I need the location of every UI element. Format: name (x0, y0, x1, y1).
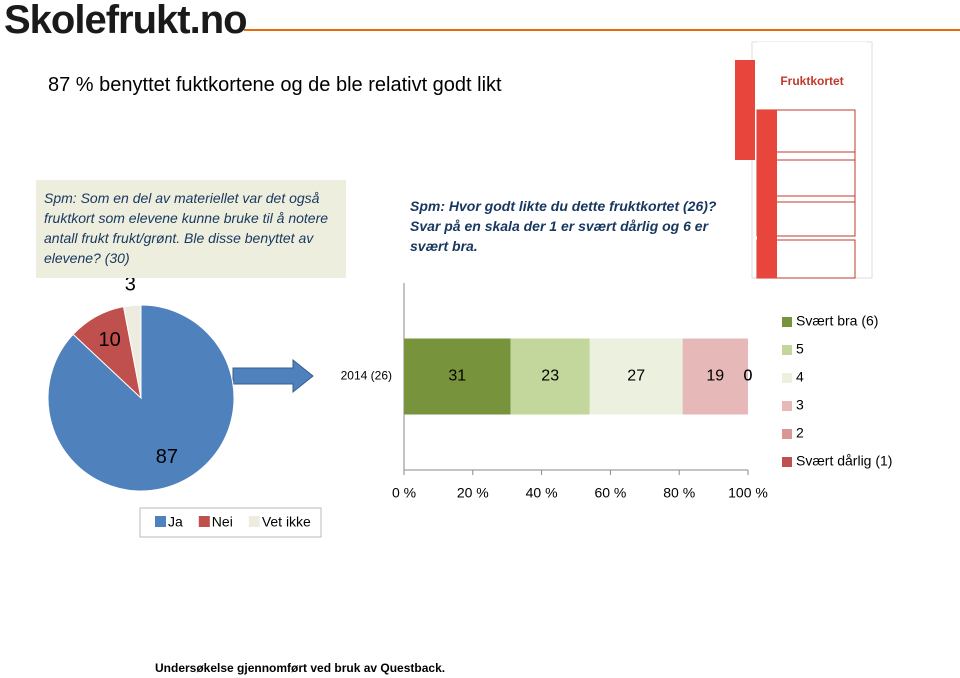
legend-swatch (198, 516, 210, 527)
legend-label: 4 (796, 369, 804, 385)
x-tick-label: 40 % (526, 485, 558, 501)
legend-label: Vet ikke (262, 514, 311, 530)
legend-label: Nei (212, 514, 233, 530)
legend-swatch (782, 401, 792, 411)
segment-label: 0 (744, 368, 753, 385)
legend-label: Svært bra (6) (796, 313, 878, 329)
x-tick-label: 0 % (392, 485, 416, 501)
segment-label: 0 (744, 368, 753, 385)
x-tick-label: 20 % (457, 485, 489, 501)
svg-text:Fruktkortet: Fruktkortet (780, 74, 843, 88)
segment-label: 19 (706, 368, 724, 385)
logo: Skolefrukt.no (4, 0, 248, 42)
legend-label: 2 (796, 425, 804, 441)
legend-swatch (782, 457, 792, 467)
pie-legend-box (139, 507, 322, 538)
bar-question: Spm: Hvor godt likte du dette fruktkorte… (410, 198, 717, 254)
legend-swatch (155, 516, 166, 527)
legend-swatch (782, 373, 792, 383)
legend-swatch (782, 317, 792, 327)
pie-question: Spm: Som en del av materiellet var det o… (36, 180, 346, 278)
legend-swatch (782, 345, 792, 355)
x-tick-label: 60 % (594, 485, 626, 501)
slice-label: 10 (99, 329, 121, 351)
bar-segment (682, 338, 748, 415)
legend-label: 3 (796, 397, 804, 413)
legend-label: Svært dårlig (1) (796, 453, 892, 469)
x-tick-label: 100 % (728, 485, 768, 501)
bar-segment (404, 338, 511, 415)
legend-swatch (782, 429, 792, 439)
pie-slice (122, 304, 142, 399)
category-label: 2014 (26) (341, 369, 392, 383)
footer: Undersøkelse gjennomført ved bruk av Que… (155, 661, 446, 675)
bar-segment (510, 338, 590, 415)
bar-segment (589, 338, 683, 415)
legend-label: 5 (796, 341, 804, 357)
arrow (232, 358, 314, 394)
slice-label: 3 (125, 273, 136, 295)
legend-swatch (248, 516, 260, 527)
x-tick-label: 80 % (663, 485, 695, 501)
fruit-card-image: Fruktkortet (735, 41, 873, 279)
segment-label: 27 (627, 368, 645, 385)
slice-label: 87 (156, 446, 178, 468)
legend-label: Ja (168, 514, 183, 530)
segment-label: 31 (448, 368, 466, 385)
slide-title: 87 % benyttet fuktkortene og de ble rela… (48, 74, 502, 96)
segment-label: 23 (541, 368, 559, 385)
